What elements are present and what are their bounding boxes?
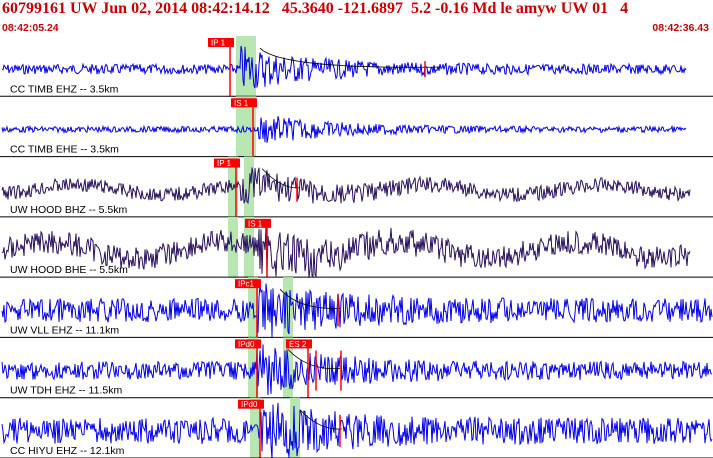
waveform: [1, 283, 713, 338]
pick-label-box: [235, 279, 261, 289]
waveform: [1, 227, 691, 278]
trace-label: UW TDH EHZ -- 11.5km: [10, 385, 122, 397]
pick-window: [283, 277, 293, 338]
pick-label[interactable]: IP 1: [211, 39, 226, 48]
waveform: [1, 45, 687, 89]
pick-window: [250, 397, 260, 458]
pick-label-box: [245, 218, 271, 228]
trace-label: CC TIMB EHZ -- 3.5km: [10, 83, 119, 95]
trace-row[interactable]: IP 1 CC TIMB EHZ -- 3.5km: [0, 36, 713, 97]
pick-label[interactable]: IPd0: [238, 340, 255, 349]
trace-label: UW HOOD BHZ -- 5.5km: [10, 204, 128, 216]
end-time: 08:42:36.43: [652, 22, 709, 34]
pick-label-box: [214, 158, 240, 168]
trace-row[interactable]: IP 1 UW HOOD BHZ -- 5.5km: [0, 156, 713, 218]
event-title: 60799161 UW Jun 02, 2014 08:42:14.12 45.…: [2, 0, 629, 17]
waveform: [1, 167, 691, 205]
coda-curve: [299, 409, 343, 430]
pick-label[interactable]: IS 1: [234, 99, 249, 108]
trace-row[interactable]: IPd0 ES 2 UW TDH EHZ -- 11.5km: [0, 337, 713, 399]
coda-curve: [287, 349, 341, 370]
trace-label: UW VLL EHZ -- 11.1km: [10, 324, 119, 336]
pick-label-box: [235, 339, 261, 349]
coda-curve: [259, 47, 441, 68]
waveform: [1, 344, 713, 396]
trace-label: CC HIYU EHZ -- 12.1km: [10, 445, 125, 457]
pick-label[interactable]: IP 1: [217, 159, 232, 168]
trace-row[interactable]: IPc1 UW VLL EHZ -- 11.1km: [0, 277, 713, 338]
event-header: 60799161 UW Jun 02, 2014 08:42:14.12 45.…: [0, 0, 713, 36]
trace-label: CC TIMB EHE -- 3.5km: [10, 144, 119, 156]
pick-window: [236, 36, 246, 97]
waveform: [1, 116, 687, 143]
trace-row[interactable]: IS 1 CC TIMB EHE -- 3.5km: [0, 96, 713, 158]
seismogram-panel[interactable]: IP 1 CC TIMB EHZ -- 3.5km IS 1 CC TIMB EHE …: [0, 36, 713, 458]
pick-window: [236, 96, 246, 157]
pick-label[interactable]: ES 2: [289, 340, 307, 349]
trace-label: UW HOOD BHE -- 5.5km: [10, 264, 128, 276]
pick-label[interactable]: IPc1: [238, 280, 255, 289]
pick-label-box: [231, 98, 257, 108]
pick-label-box: [238, 399, 264, 409]
pick-label[interactable]: IPd0: [241, 400, 258, 409]
pick-label[interactable]: IS 1: [248, 219, 263, 228]
trace-row[interactable]: IPd0 CC HIYU EHZ -- 12.1km: [0, 397, 713, 458]
coda-curve: [279, 288, 341, 309]
pick-label-box: [208, 38, 234, 47]
start-time: 08:42:05.24: [2, 22, 59, 34]
waveform: [1, 402, 713, 458]
trace-row[interactable]: IS 1 UW HOOD BHE -- 5.5km: [0, 216, 713, 278]
pick-window: [246, 96, 256, 157]
pick-label-box: [286, 339, 312, 349]
